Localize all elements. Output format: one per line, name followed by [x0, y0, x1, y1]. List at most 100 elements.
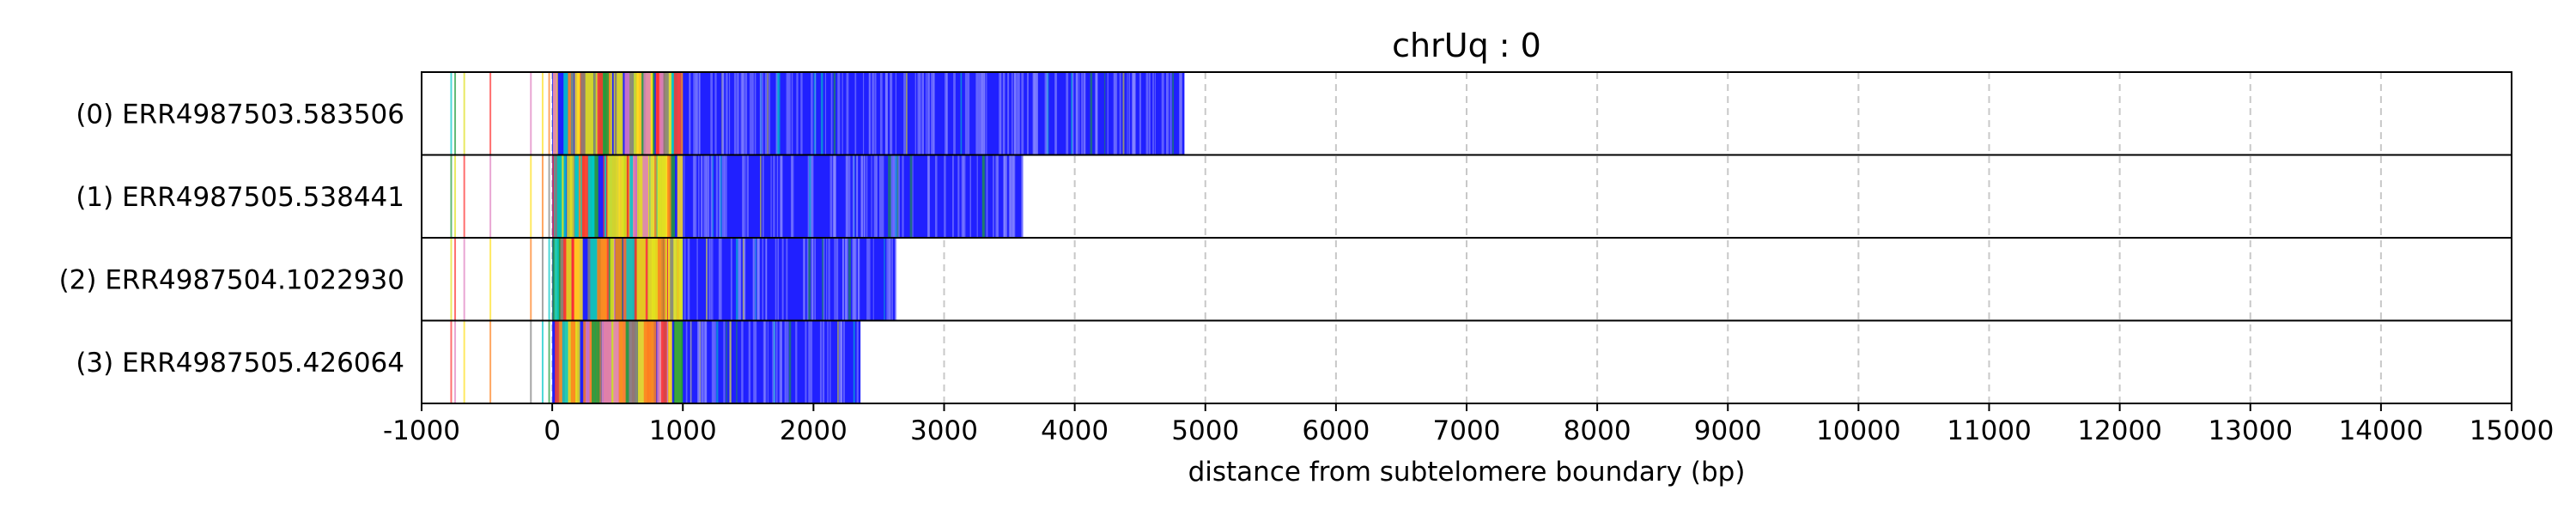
segment — [931, 72, 933, 155]
segment — [841, 238, 844, 321]
segment — [694, 154, 697, 238]
segment — [822, 238, 824, 321]
segment — [893, 154, 896, 238]
segment — [687, 238, 690, 321]
segment — [756, 238, 759, 321]
x-tick-label: 7000 — [1433, 415, 1501, 446]
segment — [726, 72, 728, 155]
x-tick-label: 12000 — [2077, 415, 2162, 446]
segment — [1154, 72, 1156, 155]
segment — [541, 154, 544, 238]
segment — [804, 238, 805, 321]
segment — [597, 238, 607, 321]
segment — [636, 238, 646, 321]
segment — [1003, 72, 1005, 155]
segment — [765, 238, 768, 321]
segment — [659, 72, 669, 155]
segment — [1021, 154, 1024, 238]
segment — [824, 72, 827, 155]
segment — [823, 238, 825, 321]
segment — [1170, 72, 1172, 155]
segment — [729, 320, 732, 403]
segment — [764, 72, 768, 155]
segment — [710, 154, 712, 238]
segment — [548, 238, 550, 321]
segment — [1021, 72, 1024, 155]
segment — [454, 154, 457, 238]
segment — [800, 72, 803, 155]
segment — [454, 320, 457, 403]
segment — [711, 320, 714, 403]
segment — [748, 320, 750, 403]
segment — [917, 72, 920, 155]
segment — [1003, 154, 1005, 238]
segment — [1012, 154, 1015, 238]
segment — [1104, 72, 1106, 155]
segment — [615, 238, 623, 321]
segment — [981, 72, 984, 155]
segment — [866, 238, 869, 321]
segment — [701, 154, 703, 238]
x-tick-label: 0 — [544, 415, 561, 446]
segment — [566, 238, 572, 321]
segment — [806, 238, 809, 321]
segment — [834, 238, 836, 321]
segment — [668, 320, 672, 403]
x-tick-label: 10000 — [1816, 415, 1901, 446]
frames-layer — [421, 71, 2512, 404]
segment — [882, 154, 884, 238]
segment — [489, 72, 492, 155]
segment — [890, 72, 891, 155]
segment — [698, 154, 700, 238]
segment — [738, 238, 741, 321]
segment — [1139, 72, 1142, 155]
segment — [835, 238, 839, 321]
segment — [986, 154, 988, 238]
segment — [661, 320, 667, 403]
segment — [784, 320, 786, 403]
segment — [897, 154, 900, 238]
segment — [808, 238, 811, 321]
segment — [530, 238, 532, 321]
segment — [964, 72, 968, 155]
segment — [617, 72, 623, 155]
segment — [1007, 72, 1009, 155]
segment — [554, 154, 556, 238]
segment — [894, 238, 897, 321]
segment — [574, 320, 580, 403]
x-tick-label: 8000 — [1564, 415, 1631, 446]
segment — [905, 72, 908, 155]
segment — [652, 238, 658, 321]
segment — [1133, 72, 1136, 155]
segment — [585, 72, 594, 155]
segment — [643, 320, 652, 403]
segment — [753, 320, 756, 403]
segment — [860, 154, 864, 238]
segment — [450, 320, 453, 403]
segment — [953, 72, 956, 155]
segment — [1072, 72, 1074, 155]
segment — [655, 238, 664, 321]
segment — [1016, 72, 1019, 155]
segment — [621, 154, 627, 238]
segment — [772, 320, 775, 403]
segment — [1002, 72, 1005, 155]
segment — [962, 154, 964, 238]
segment — [873, 154, 877, 238]
segment — [960, 72, 963, 155]
segment — [1084, 72, 1086, 155]
segment — [637, 320, 647, 403]
segment — [843, 320, 845, 403]
segment — [1132, 72, 1133, 155]
segment — [874, 72, 877, 155]
segment — [692, 154, 696, 238]
segment — [677, 154, 687, 238]
x-tick-label: 15000 — [2470, 415, 2555, 446]
segment — [556, 154, 563, 238]
segment — [1013, 72, 1017, 155]
segment — [996, 154, 999, 238]
segment — [1178, 72, 1182, 155]
segment — [683, 320, 861, 403]
segment — [787, 320, 789, 403]
read-label: (1) ERR4987505.538441 — [76, 182, 404, 213]
